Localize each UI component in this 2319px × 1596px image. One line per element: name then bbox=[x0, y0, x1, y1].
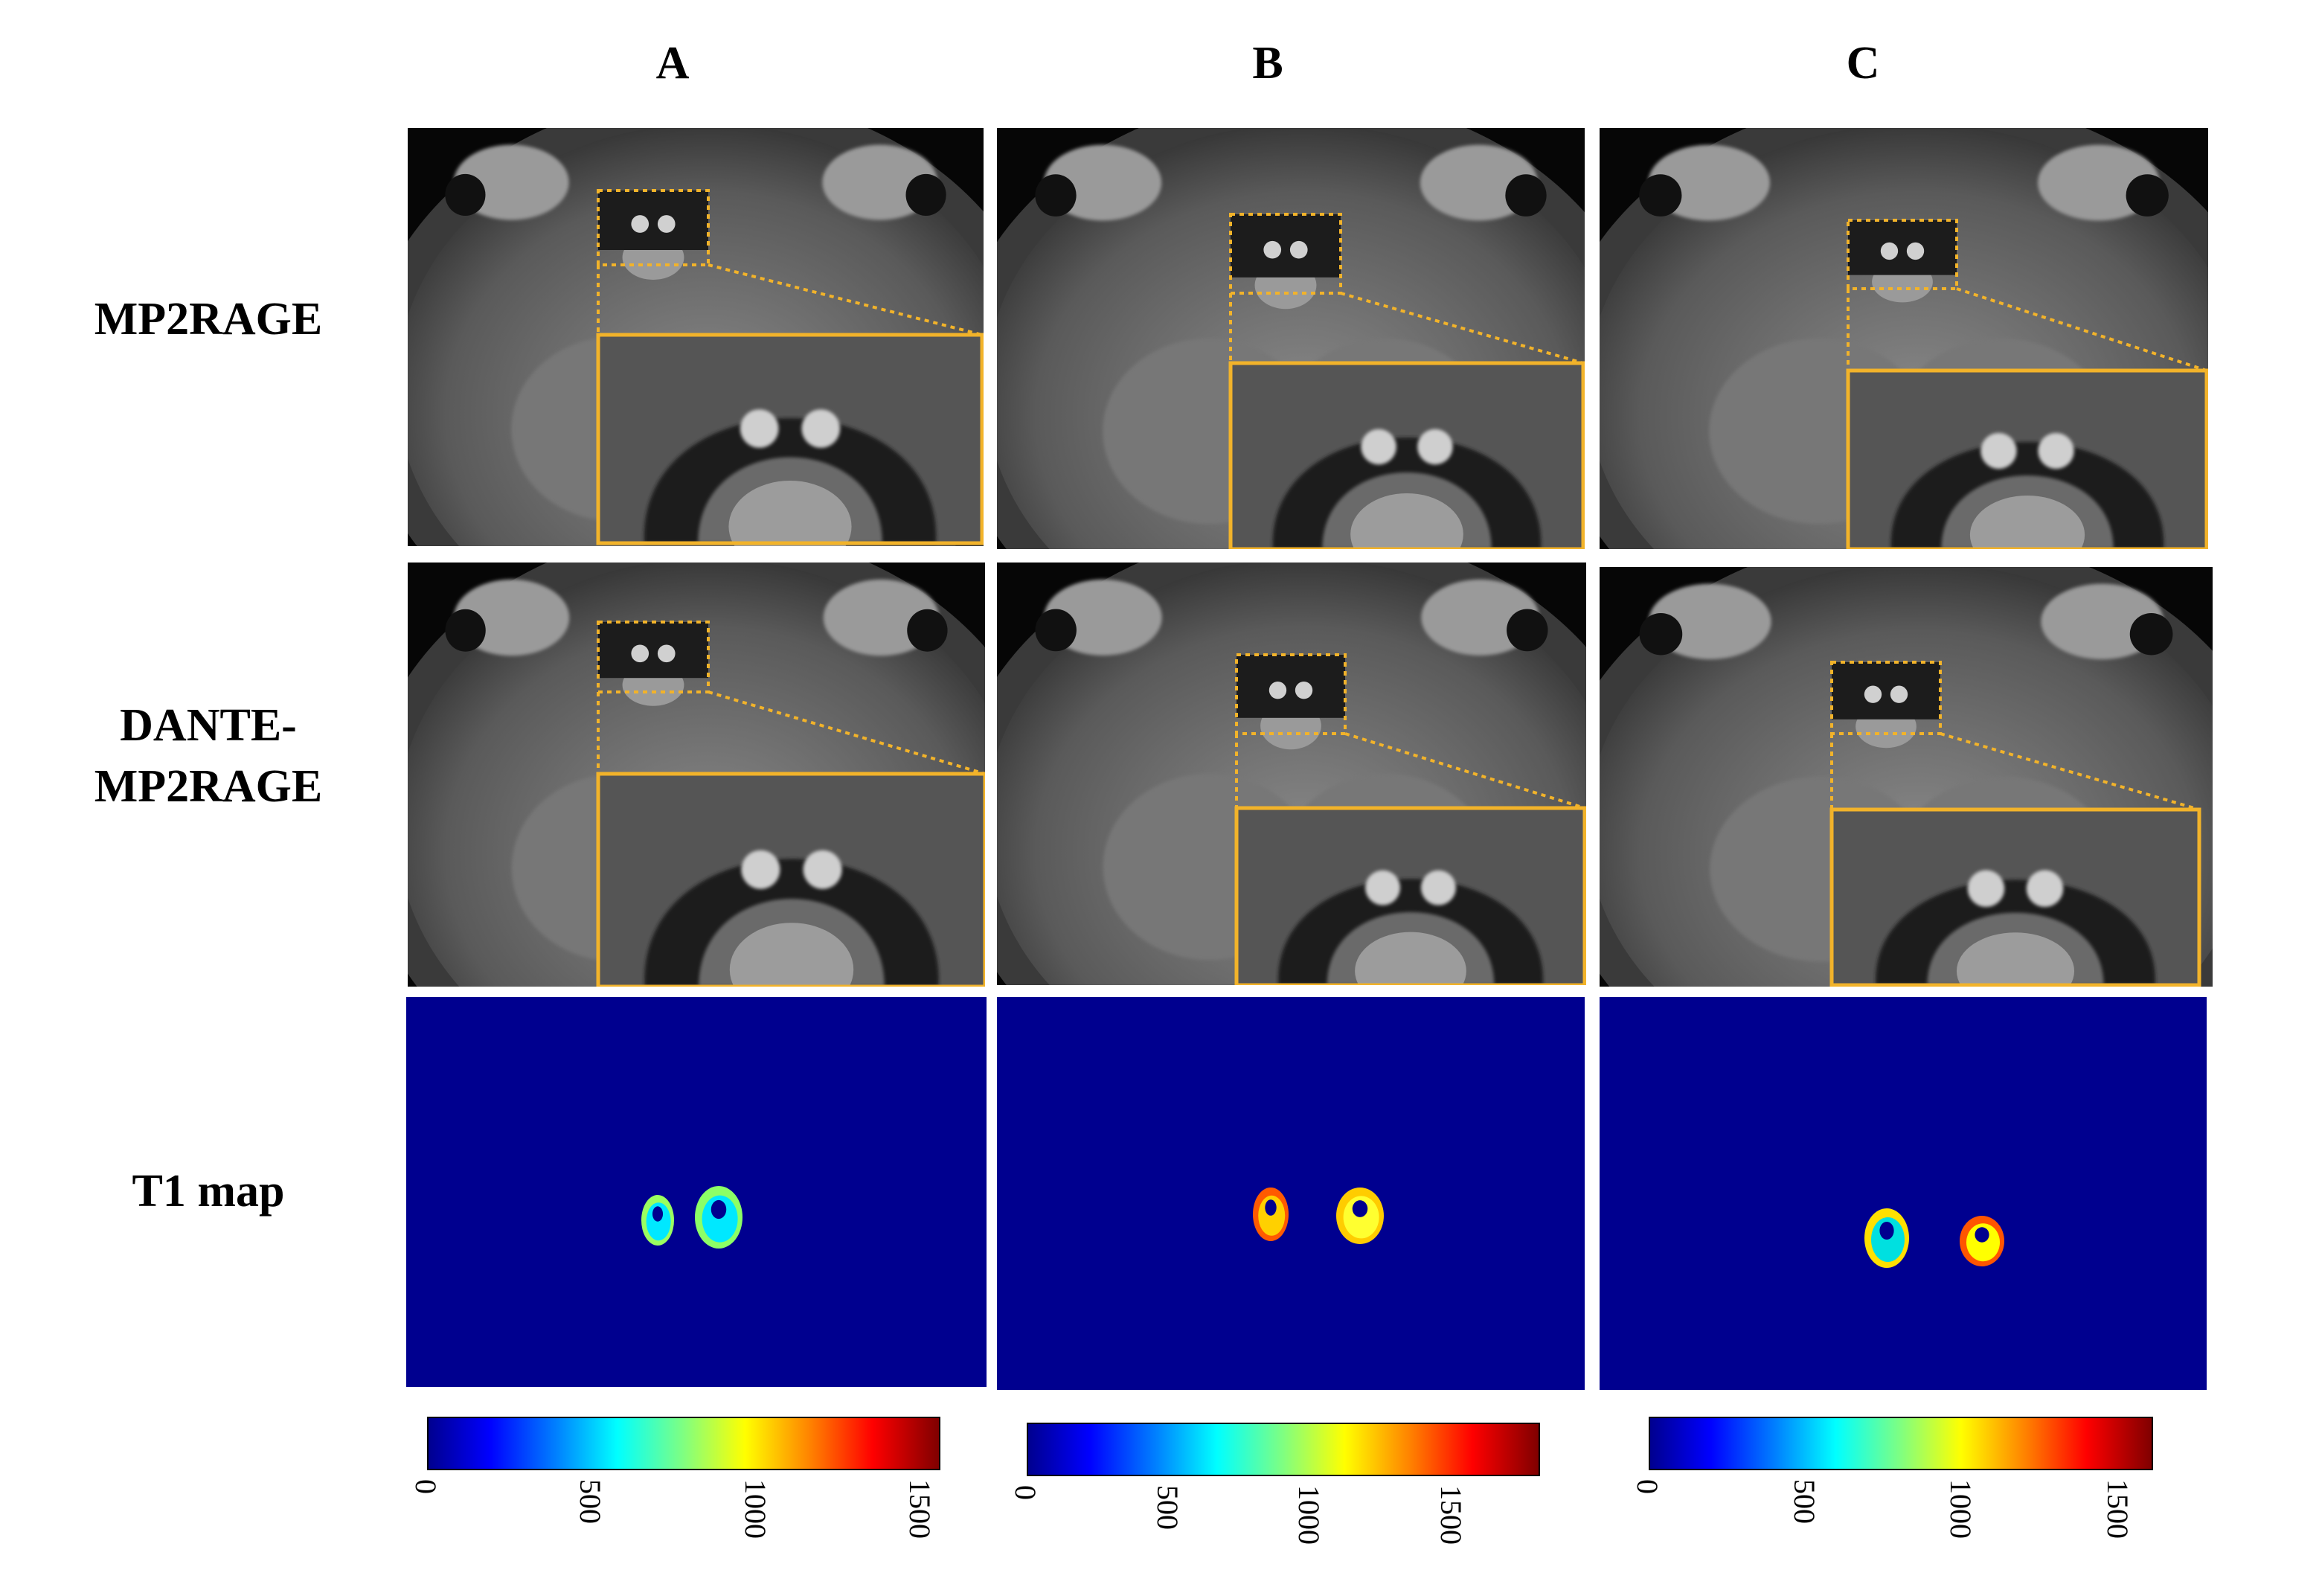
zoom-inset bbox=[596, 772, 985, 987]
colorbar-c: 0 500 1000 1500 bbox=[1631, 1417, 2153, 1543]
mri-panel-dante-b bbox=[997, 563, 1586, 985]
zoom-inset bbox=[1829, 807, 2201, 987]
vessel-wall-blob bbox=[1253, 1188, 1289, 1241]
colorbar-tick-label: 1500 bbox=[2100, 1479, 2134, 1539]
zoom-inset bbox=[596, 333, 984, 546]
colorbar-tick-label: 1500 bbox=[1434, 1485, 1468, 1545]
column-label-a: A bbox=[655, 38, 690, 89]
colorbar-gradient bbox=[1649, 1417, 2153, 1470]
t1-map-image bbox=[997, 997, 1585, 1390]
mri-panel-dante-c bbox=[1600, 567, 2213, 987]
colorbar-tick-label: 500 bbox=[1150, 1485, 1184, 1530]
mri-panel-mp2rage-a bbox=[408, 128, 984, 546]
mri-slice-image bbox=[997, 563, 1586, 985]
mri-slice-image bbox=[408, 128, 984, 546]
colorbar-tick-label: 0 bbox=[1009, 1485, 1042, 1500]
vessel-wall-blob bbox=[1336, 1188, 1384, 1244]
row-label-dante-line2: MP2RAGE bbox=[94, 761, 323, 812]
mri-slice-image bbox=[1600, 567, 2213, 987]
colorbar-gradient bbox=[427, 1417, 940, 1470]
colorbar-tick-label: 1000 bbox=[1944, 1479, 1978, 1539]
mri-slice-image bbox=[408, 563, 985, 987]
t1-map-panel-c bbox=[1600, 997, 2207, 1390]
zoom-inset bbox=[1846, 368, 2208, 549]
colorbar-tick-label: 500 bbox=[574, 1479, 608, 1524]
row-label-mp2rage: MP2RAGE bbox=[94, 294, 323, 344]
colorbar-tick-label: 1000 bbox=[1292, 1485, 1327, 1545]
column-label-b: B bbox=[1252, 38, 1283, 89]
zoom-inset bbox=[1228, 361, 1585, 549]
vessel-wall-blob bbox=[1960, 1216, 2004, 1266]
colorbar-b: 0 500 1000 1500 bbox=[1009, 1423, 1540, 1549]
vessel-wall-blob bbox=[695, 1186, 742, 1249]
mri-slice-image bbox=[1600, 128, 2208, 549]
row-label-dante-line1: DANTE- bbox=[120, 700, 297, 751]
colorbar-tick-label: 0 bbox=[409, 1479, 443, 1494]
vessel-wall-blob bbox=[641, 1195, 674, 1246]
mri-slice-image bbox=[997, 128, 1585, 549]
column-label-c: C bbox=[1846, 38, 1880, 89]
colorbar-tick-label: 1000 bbox=[738, 1479, 772, 1539]
zoom-inset bbox=[1234, 806, 1586, 985]
mri-panel-mp2rage-c bbox=[1600, 128, 2208, 549]
row-label-t1-map: T1 map bbox=[132, 1166, 285, 1217]
colorbar-gradient bbox=[1027, 1423, 1540, 1476]
vessel-wall-blob bbox=[1864, 1208, 1909, 1268]
mri-panel-mp2rage-b bbox=[997, 128, 1585, 549]
colorbar-tick-label: 500 bbox=[1787, 1479, 1821, 1524]
t1-map-panel-a bbox=[406, 997, 987, 1387]
colorbar-tick-label: 1500 bbox=[902, 1479, 937, 1539]
mri-panel-dante-a bbox=[408, 563, 985, 987]
colorbar-tick-label: 0 bbox=[1631, 1479, 1664, 1494]
t1-map-panel-b bbox=[997, 997, 1585, 1390]
t1-map-image bbox=[406, 997, 987, 1387]
colorbar-a: 0 500 1000 1500 bbox=[409, 1417, 940, 1543]
t1-map-image bbox=[1600, 997, 2207, 1390]
